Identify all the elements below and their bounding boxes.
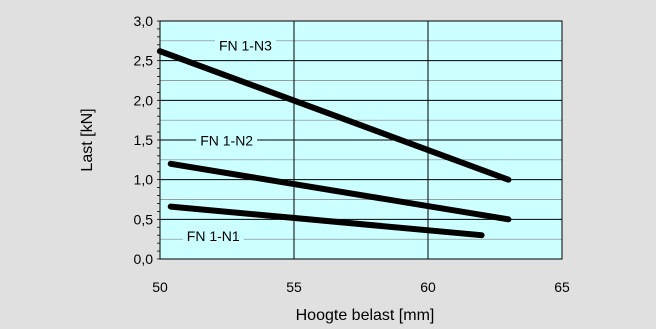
series-label-1: FN 1-N3	[219, 37, 272, 53]
y-tick-label: 0,0	[134, 251, 154, 267]
y-tick-label: 1,0	[134, 172, 154, 188]
x-tick-label: 50	[152, 279, 168, 295]
x-tick-label: 60	[420, 279, 436, 295]
y-axis-title: Last [kN]	[79, 108, 96, 171]
y-tick-label: 3,0	[134, 13, 154, 29]
series-label-2: FN 1-N2	[200, 133, 253, 149]
series-label-bg	[182, 225, 244, 247]
series-line-2	[167, 160, 512, 223]
x-tick-label: 65	[554, 279, 570, 295]
y-tick-label: 0,5	[134, 211, 154, 227]
x-axis-title: Hoogte belast [mm]	[296, 307, 435, 324]
y-tick-label: 1,5	[134, 132, 154, 148]
x-tick-label: 55	[286, 279, 302, 295]
series-label-bg	[196, 130, 258, 152]
series-line-1	[157, 48, 512, 183]
series-label-3: FN 1-N1	[187, 228, 240, 244]
y-tick-label: 2,0	[134, 92, 154, 108]
y-tick-label: 2,5	[134, 53, 154, 69]
series-label-bg	[214, 35, 276, 57]
series-line-3	[167, 203, 485, 239]
